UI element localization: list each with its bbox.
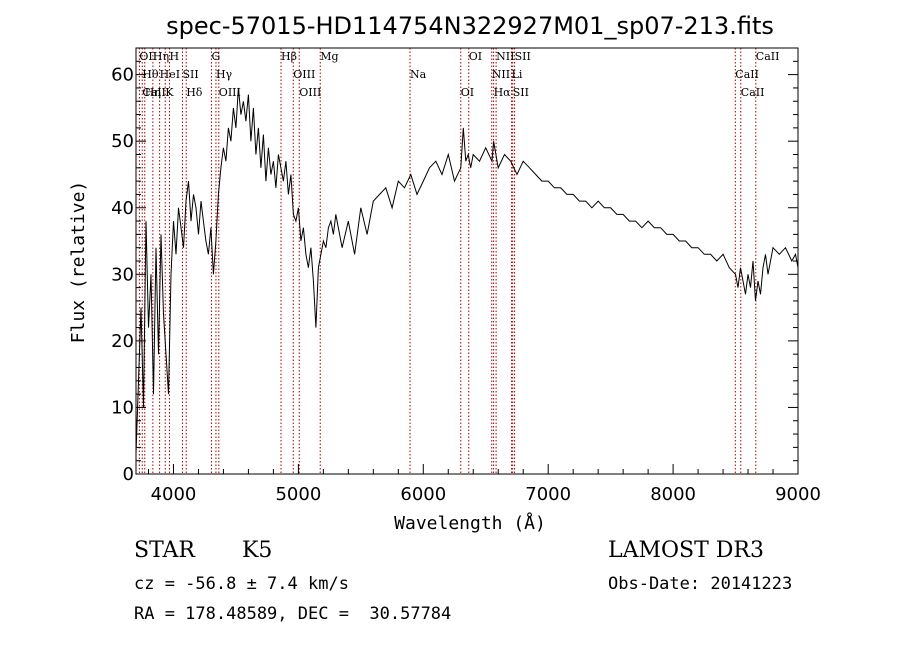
spectral-line-label: OIII — [293, 68, 315, 81]
x-axis-ticks: 4000 5000 6000 7000 8000 9000 — [147, 464, 821, 505]
y-tick-label: 30 — [111, 264, 134, 285]
spectral-line-label: Hδ — [186, 86, 203, 99]
spectral-line-label: OIII — [299, 86, 321, 99]
y-axis-label: Flux (relative) — [68, 181, 89, 344]
y-tick-label: 50 — [111, 131, 134, 152]
spectral-line-label: OIII — [219, 86, 241, 99]
spectral-line-label: CaII — [142, 86, 166, 99]
spectral-line-label: HeI — [160, 68, 180, 81]
spectral-line-label: NII — [492, 68, 510, 81]
spectral-line-labels: OIIHθCaIIHηHηHeIKHSIIHδGHγOIIIHβOIIIOIII… — [139, 50, 779, 99]
spectral-line-label: G — [211, 50, 220, 63]
chart-title: spec-57015-HD114754N322927M01_sp07-213.f… — [166, 12, 774, 40]
x-tick-label: 6000 — [400, 484, 446, 505]
object-class: STAR — [134, 538, 195, 563]
spectral-line-label: CaII — [756, 50, 780, 63]
y-tick-label: 40 — [111, 198, 134, 219]
spectral-line-label: SII — [513, 86, 529, 99]
spectral-line-label: Na — [410, 68, 427, 81]
spectral-line-label: Hη — [145, 86, 161, 99]
y-tick-label: 0 — [123, 464, 134, 485]
spectral-line-label: H — [169, 50, 179, 63]
spectral-line-label: CaII — [741, 86, 765, 99]
spectral-line-label: NII — [496, 50, 514, 63]
spectral-line-label: Li — [512, 68, 523, 81]
spectral-line-label: Hγ — [216, 68, 233, 81]
spectral-line-label: Hθ — [142, 68, 159, 81]
coordinates: RA = 178.48589, DEC = 30.57784 — [134, 604, 452, 624]
spectral-line-label: Hβ — [281, 50, 297, 63]
obs-date: Obs-Date: 20141223 — [608, 574, 793, 594]
y-tick-label: 60 — [111, 65, 134, 86]
x-tick-label: 9000 — [775, 484, 821, 505]
spectral-line-label: CaII — [735, 68, 759, 81]
x-axis-label: Wavelength (Å) — [394, 512, 546, 534]
spectral-line-label: SII — [515, 50, 531, 63]
object-subclass: K5 — [242, 538, 273, 563]
y-axis-ticks: 0 10 20 30 40 50 60 — [111, 60, 798, 485]
spectral-line-label: OI — [461, 86, 474, 99]
y-tick-label: 20 — [111, 331, 134, 352]
spectral-line-label: Hη — [153, 50, 169, 63]
spectral-line-label: Hα — [494, 86, 512, 99]
survey-name: LAMOST DR3 — [608, 538, 764, 563]
x-tick-label: 8000 — [650, 484, 696, 505]
plot-frame — [135, 47, 799, 475]
y-tick-label: 10 — [111, 397, 134, 418]
spectral-line-label: OII — [139, 50, 157, 63]
spectral-line-label: OI — [469, 50, 482, 63]
spectral-line-label: Mg — [320, 50, 338, 63]
x-tick-label: 4000 — [151, 484, 197, 505]
spectral-line-label: K — [165, 86, 174, 99]
x-tick-label: 7000 — [525, 484, 571, 505]
x-tick-label: 5000 — [275, 484, 321, 505]
redshift-readout: cz = -56.8 ± 7.4 km/s — [134, 574, 349, 594]
spectral-line-markers — [138, 48, 757, 474]
spectrum-line — [135, 87, 799, 455]
spectral-line-label: SII — [182, 68, 198, 81]
